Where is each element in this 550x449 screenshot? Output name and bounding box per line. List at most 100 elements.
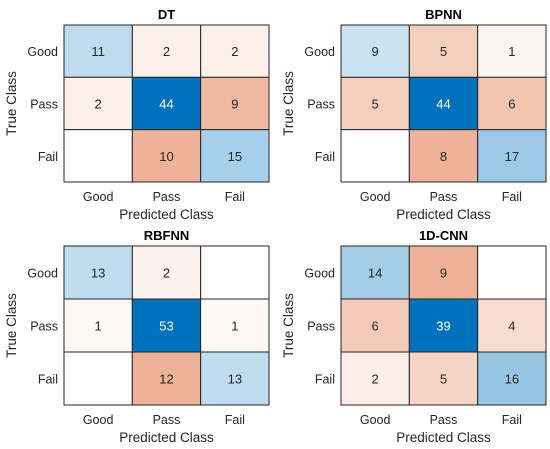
- matrix-cell: [131, 245, 202, 300]
- cell-value-label: 8: [440, 149, 447, 164]
- column-tick-label: Pass: [153, 190, 181, 204]
- panel-title: BPNN: [425, 7, 462, 22]
- cell-value-label: 13: [91, 266, 105, 281]
- cell-value-label: 2: [231, 44, 238, 59]
- cell-value-label: 1: [231, 319, 238, 334]
- y-axis-label: True Class: [281, 71, 296, 136]
- row-tick-label: Good: [304, 45, 335, 59]
- cell-value-label: 5: [440, 372, 447, 387]
- cell-value-label: 14: [368, 266, 382, 281]
- column-tick-label: Good: [360, 190, 391, 204]
- cell-value-label: 39: [436, 319, 450, 334]
- matrix-cell: [340, 76, 410, 131]
- column-tick-label: Good: [83, 190, 114, 204]
- row-tick-label: Pass: [30, 98, 58, 112]
- x-axis-label: Predicted Class: [119, 430, 214, 445]
- matrix-cell: [200, 245, 270, 300]
- cell-value-label: 2: [163, 44, 170, 59]
- cell-value-label: 9: [372, 44, 379, 59]
- column-tick-label: Good: [360, 413, 391, 427]
- row-tick-label: Good: [27, 267, 58, 281]
- cell-value-label: 1: [508, 44, 515, 59]
- y-axis-label: True Class: [4, 293, 19, 358]
- column-tick-label: Fail: [225, 190, 245, 204]
- row-tick-label: Pass: [30, 320, 58, 334]
- matrix-cell: [340, 245, 410, 300]
- cell-value-label: 4: [508, 319, 515, 334]
- cell-value-label: 1: [95, 319, 102, 334]
- x-axis-label: Predicted Class: [396, 207, 491, 222]
- panel-title: DT: [158, 7, 175, 22]
- row-tick-label: Pass: [307, 98, 335, 112]
- cell-value-label: 2: [163, 266, 170, 281]
- column-tick-label: Pass: [430, 413, 458, 427]
- panel-title: 1D-CNN: [419, 228, 468, 243]
- panel-title: RBFNN: [144, 228, 190, 243]
- row-tick-label: Fail: [38, 373, 58, 387]
- row-tick-label: Good: [304, 267, 335, 281]
- y-axis-label: True Class: [4, 71, 19, 136]
- matrix-cell: [408, 245, 479, 300]
- matrix-cell: [408, 298, 479, 353]
- cell-value-label: 11: [91, 44, 105, 59]
- matrix-cell: [200, 76, 270, 131]
- row-tick-label: Fail: [315, 373, 335, 387]
- cell-value-label: 13: [228, 372, 242, 387]
- x-axis-label: Predicted Class: [396, 430, 491, 445]
- cell-value-label: 9: [440, 266, 447, 281]
- matrix-cell: [477, 298, 547, 353]
- column-tick-label: Fail: [502, 413, 522, 427]
- matrix-border: [340, 245, 547, 406]
- cell-value-label: 9: [231, 97, 238, 112]
- cell-value-label: 15: [228, 149, 242, 164]
- cell-value-label: 53: [159, 319, 173, 334]
- column-tick-label: Pass: [430, 190, 458, 204]
- matrix-cell: [477, 129, 547, 183]
- matrix-cell: [131, 351, 202, 406]
- row-tick-label: Fail: [315, 150, 335, 164]
- y-axis-label: True Class: [281, 293, 296, 358]
- cell-value-label: 6: [372, 319, 379, 334]
- matrix-cell: [63, 245, 133, 300]
- matrix-cell: [477, 24, 547, 78]
- matrix-cell: [63, 129, 133, 183]
- cell-value-label: 17: [505, 149, 519, 164]
- cell-value-label: 10: [159, 149, 173, 164]
- cell-value-label: 44: [436, 97, 450, 112]
- matrix-cell: [131, 298, 202, 353]
- cell-value-label: 6: [508, 97, 515, 112]
- cell-value-label: 16: [505, 372, 519, 387]
- cell-value-label: 2: [95, 97, 102, 112]
- column-tick-label: Pass: [153, 413, 181, 427]
- matrix-cell: [63, 351, 133, 406]
- matrix-cell: [340, 129, 410, 183]
- cell-value-label: 5: [440, 44, 447, 59]
- matrix-cell: [131, 24, 202, 78]
- matrix-cell: [477, 76, 547, 131]
- matrix-cell: [200, 129, 270, 183]
- cell-value-label: 2: [372, 372, 379, 387]
- row-tick-label: Good: [27, 45, 58, 59]
- cell-value-label: 44: [159, 97, 173, 112]
- column-tick-label: Fail: [225, 413, 245, 427]
- matrix-cell: [340, 24, 410, 78]
- matrix-cell: [477, 245, 547, 300]
- matrix-cell: [408, 76, 479, 131]
- matrix-cell: [408, 24, 479, 78]
- cell-value-label: 12: [159, 372, 173, 387]
- matrix-cell: [477, 351, 547, 406]
- cell-value-label: 5: [372, 97, 379, 112]
- matrix-border: [340, 24, 547, 183]
- x-axis-label: Predicted Class: [119, 207, 214, 222]
- row-tick-label: Fail: [38, 150, 58, 164]
- matrix-cell: [340, 298, 410, 353]
- row-tick-label: Pass: [307, 320, 335, 334]
- matrix-border: [63, 245, 270, 406]
- matrix-cell: [63, 24, 133, 78]
- matrix-cell: [340, 351, 410, 406]
- column-tick-label: Good: [83, 413, 114, 427]
- column-tick-label: Fail: [502, 190, 522, 204]
- matrix-border: [63, 24, 270, 183]
